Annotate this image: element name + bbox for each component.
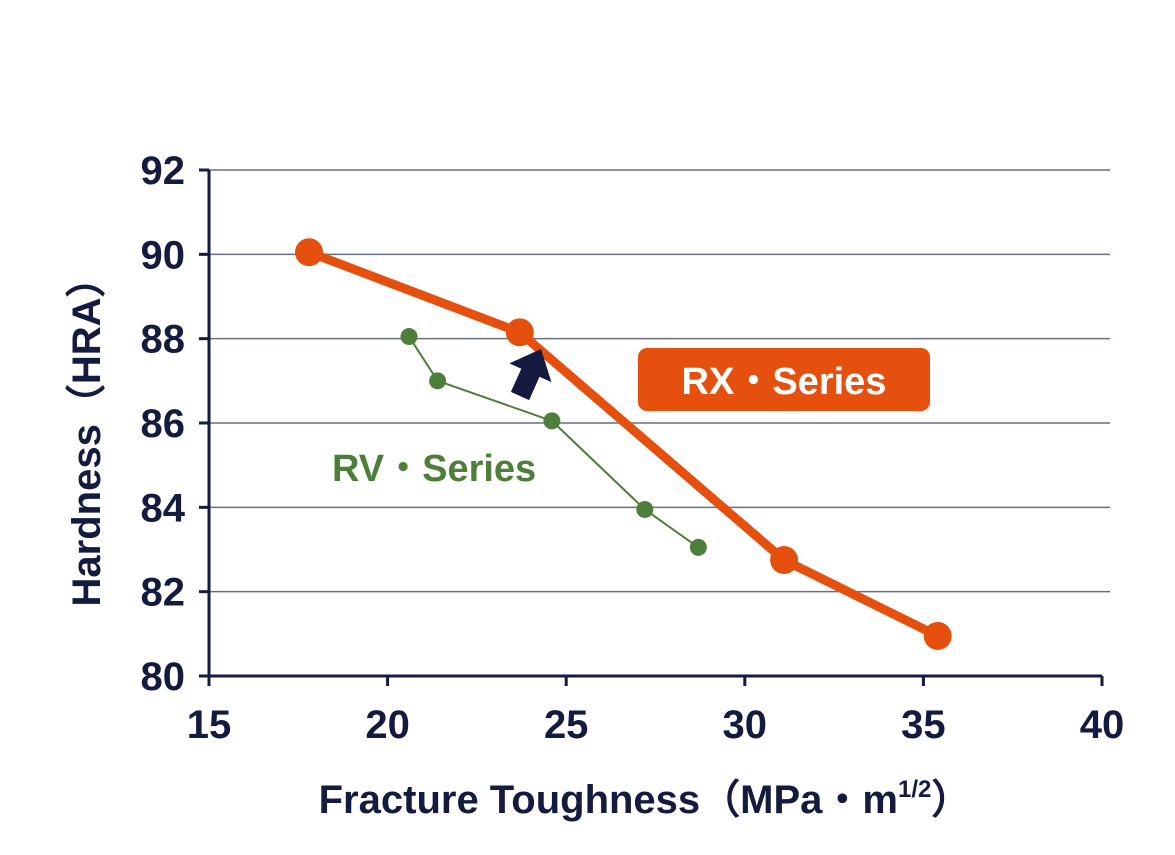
rv-point-1: [429, 372, 447, 390]
arrow-shape: [509, 349, 552, 401]
y-tick-labels: 80 82 84 86 88 90 92: [141, 149, 186, 699]
rv-point-3: [636, 500, 654, 518]
y-tick-label-86: 86: [141, 402, 186, 446]
x-tick-labels: 15 20 25 30 35 40: [187, 703, 1125, 747]
rv-point-0: [400, 328, 418, 346]
series-label-rx-box: [638, 348, 930, 411]
y-axis-title: Hardness（HRA）: [65, 258, 109, 607]
rx-point-3: [923, 621, 952, 650]
x-tick-label-25: 25: [544, 703, 589, 747]
x-tick-label-30: 30: [723, 703, 768, 747]
rx-line: [304, 247, 943, 641]
rv-point-2: [543, 412, 561, 430]
rx-point-0: [295, 238, 324, 267]
y-tick-label-88: 88: [141, 318, 186, 362]
y-tick-label-82: 82: [141, 571, 186, 615]
x-tick-label-35: 35: [901, 703, 946, 747]
x-tick-label-20: 20: [365, 703, 410, 747]
x-tick-label-15: 15: [187, 703, 232, 747]
y-tick-label-90: 90: [141, 233, 186, 277]
y-tick-label-80: 80: [141, 655, 186, 699]
up-right-arrow-icon: [509, 349, 552, 401]
x-axis-title-main: Fracture Toughness（MPa・m: [319, 778, 898, 822]
series-rv: [400, 328, 707, 556]
gridlines: [209, 169, 1110, 593]
x-tick-label-40: 40: [1080, 703, 1125, 747]
series-label-rv: RV・Series: [332, 448, 536, 490]
rx-point-2: [770, 546, 799, 575]
x-axis-title: Fracture Toughness（MPa・m1/2）: [319, 776, 972, 822]
series-rx: [295, 238, 952, 650]
rx-point-1: [505, 318, 534, 347]
y-tick-label-84: 84: [141, 486, 186, 530]
x-axis-title-close: ）: [931, 778, 971, 822]
series-label-rx: RX・Series: [682, 361, 887, 403]
axes: [199, 168, 1104, 686]
y-tick-label-92: 92: [141, 149, 186, 193]
rv-point-4: [689, 538, 707, 556]
x-axis-title-sup: 1/2: [898, 776, 931, 803]
